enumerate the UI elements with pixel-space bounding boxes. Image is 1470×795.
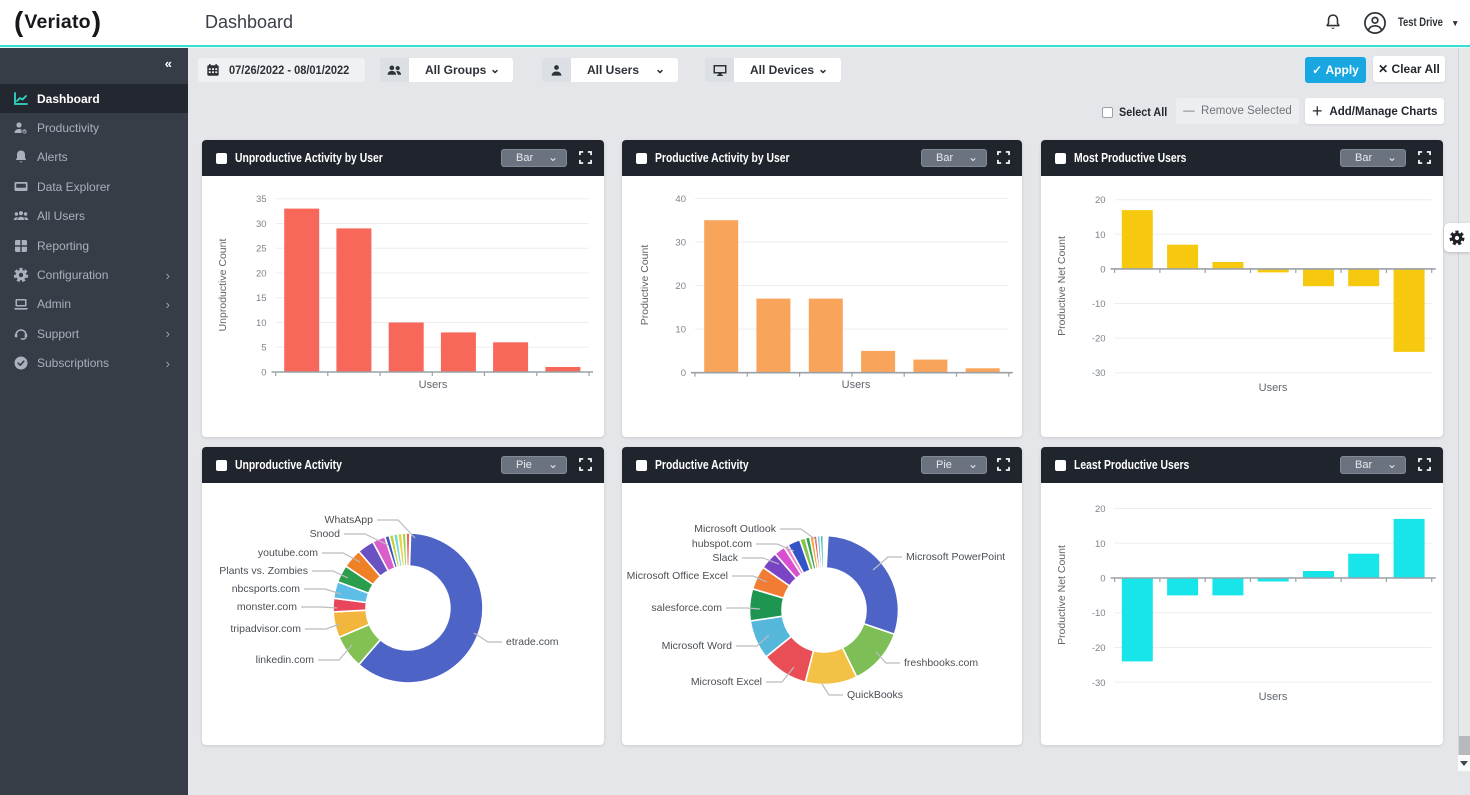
svg-text:Slack: Slack — [712, 552, 738, 564]
svg-text:Snood: Snood — [310, 528, 341, 540]
svg-text:5: 5 — [261, 343, 266, 354]
svg-text:20: 20 — [1095, 504, 1106, 515]
svg-text:linkedin.com: linkedin.com — [256, 654, 315, 666]
svg-text:-30: -30 — [1092, 678, 1106, 689]
svg-text:-20: -20 — [1092, 334, 1106, 345]
svg-text:10: 10 — [1095, 539, 1106, 550]
svg-text:10: 10 — [256, 318, 267, 329]
svg-text:10: 10 — [1095, 230, 1106, 241]
svg-text:Users: Users — [842, 379, 871, 391]
svg-text:Unproductive Count: Unproductive Count — [217, 239, 229, 332]
svg-text:Productive Count: Productive Count — [639, 245, 651, 326]
svg-text:WhatsApp: WhatsApp — [325, 514, 374, 526]
svg-text:10: 10 — [675, 325, 686, 336]
svg-text:20: 20 — [1095, 195, 1106, 206]
svg-text:20: 20 — [256, 269, 267, 280]
svg-text:youtube.com: youtube.com — [258, 547, 318, 559]
svg-text:Users: Users — [1259, 382, 1288, 394]
svg-text:salesforce.com: salesforce.com — [651, 602, 722, 614]
svg-text:40: 40 — [675, 194, 686, 205]
svg-text:Microsoft Excel: Microsoft Excel — [691, 676, 762, 688]
svg-text:Microsoft Office Excel: Microsoft Office Excel — [627, 570, 728, 582]
svg-text:35: 35 — [256, 194, 267, 205]
svg-text:0: 0 — [261, 368, 266, 379]
svg-text:0: 0 — [681, 368, 686, 379]
svg-text:Microsoft Word: Microsoft Word — [662, 640, 733, 652]
svg-text:Plants vs. Zombies: Plants vs. Zombies — [219, 565, 308, 577]
svg-text:-20: -20 — [1092, 643, 1106, 654]
svg-text:hubspot.com: hubspot.com — [692, 538, 752, 550]
svg-text:0: 0 — [1100, 264, 1105, 275]
svg-text:30: 30 — [675, 238, 686, 249]
svg-text:-10: -10 — [1092, 299, 1106, 310]
svg-text:QuickBooks: QuickBooks — [847, 689, 903, 701]
svg-text:20: 20 — [675, 281, 686, 292]
svg-text:Productive Net Count: Productive Net Count — [1056, 236, 1068, 336]
svg-text:-30: -30 — [1092, 368, 1106, 379]
svg-text:30: 30 — [256, 219, 267, 230]
svg-text:tripadvisor.com: tripadvisor.com — [230, 623, 301, 635]
svg-text:25: 25 — [256, 244, 267, 255]
svg-text:Microsoft PowerPoint: Microsoft PowerPoint — [906, 551, 1005, 563]
svg-text:0: 0 — [1100, 574, 1105, 585]
svg-text:monster.com: monster.com — [237, 601, 297, 613]
svg-text:freshbooks.com: freshbooks.com — [904, 657, 978, 669]
svg-text:Users: Users — [419, 379, 448, 391]
svg-text:-10: -10 — [1092, 608, 1106, 619]
svg-text:15: 15 — [256, 293, 267, 304]
svg-text:etrade.com: etrade.com — [506, 636, 559, 648]
svg-text:Microsoft Outlook: Microsoft Outlook — [694, 523, 776, 535]
svg-text:nbcsports.com: nbcsports.com — [232, 583, 301, 595]
svg-text:Productive Net Count: Productive Net Count — [1056, 545, 1068, 645]
svg-text:Users: Users — [1259, 691, 1288, 703]
